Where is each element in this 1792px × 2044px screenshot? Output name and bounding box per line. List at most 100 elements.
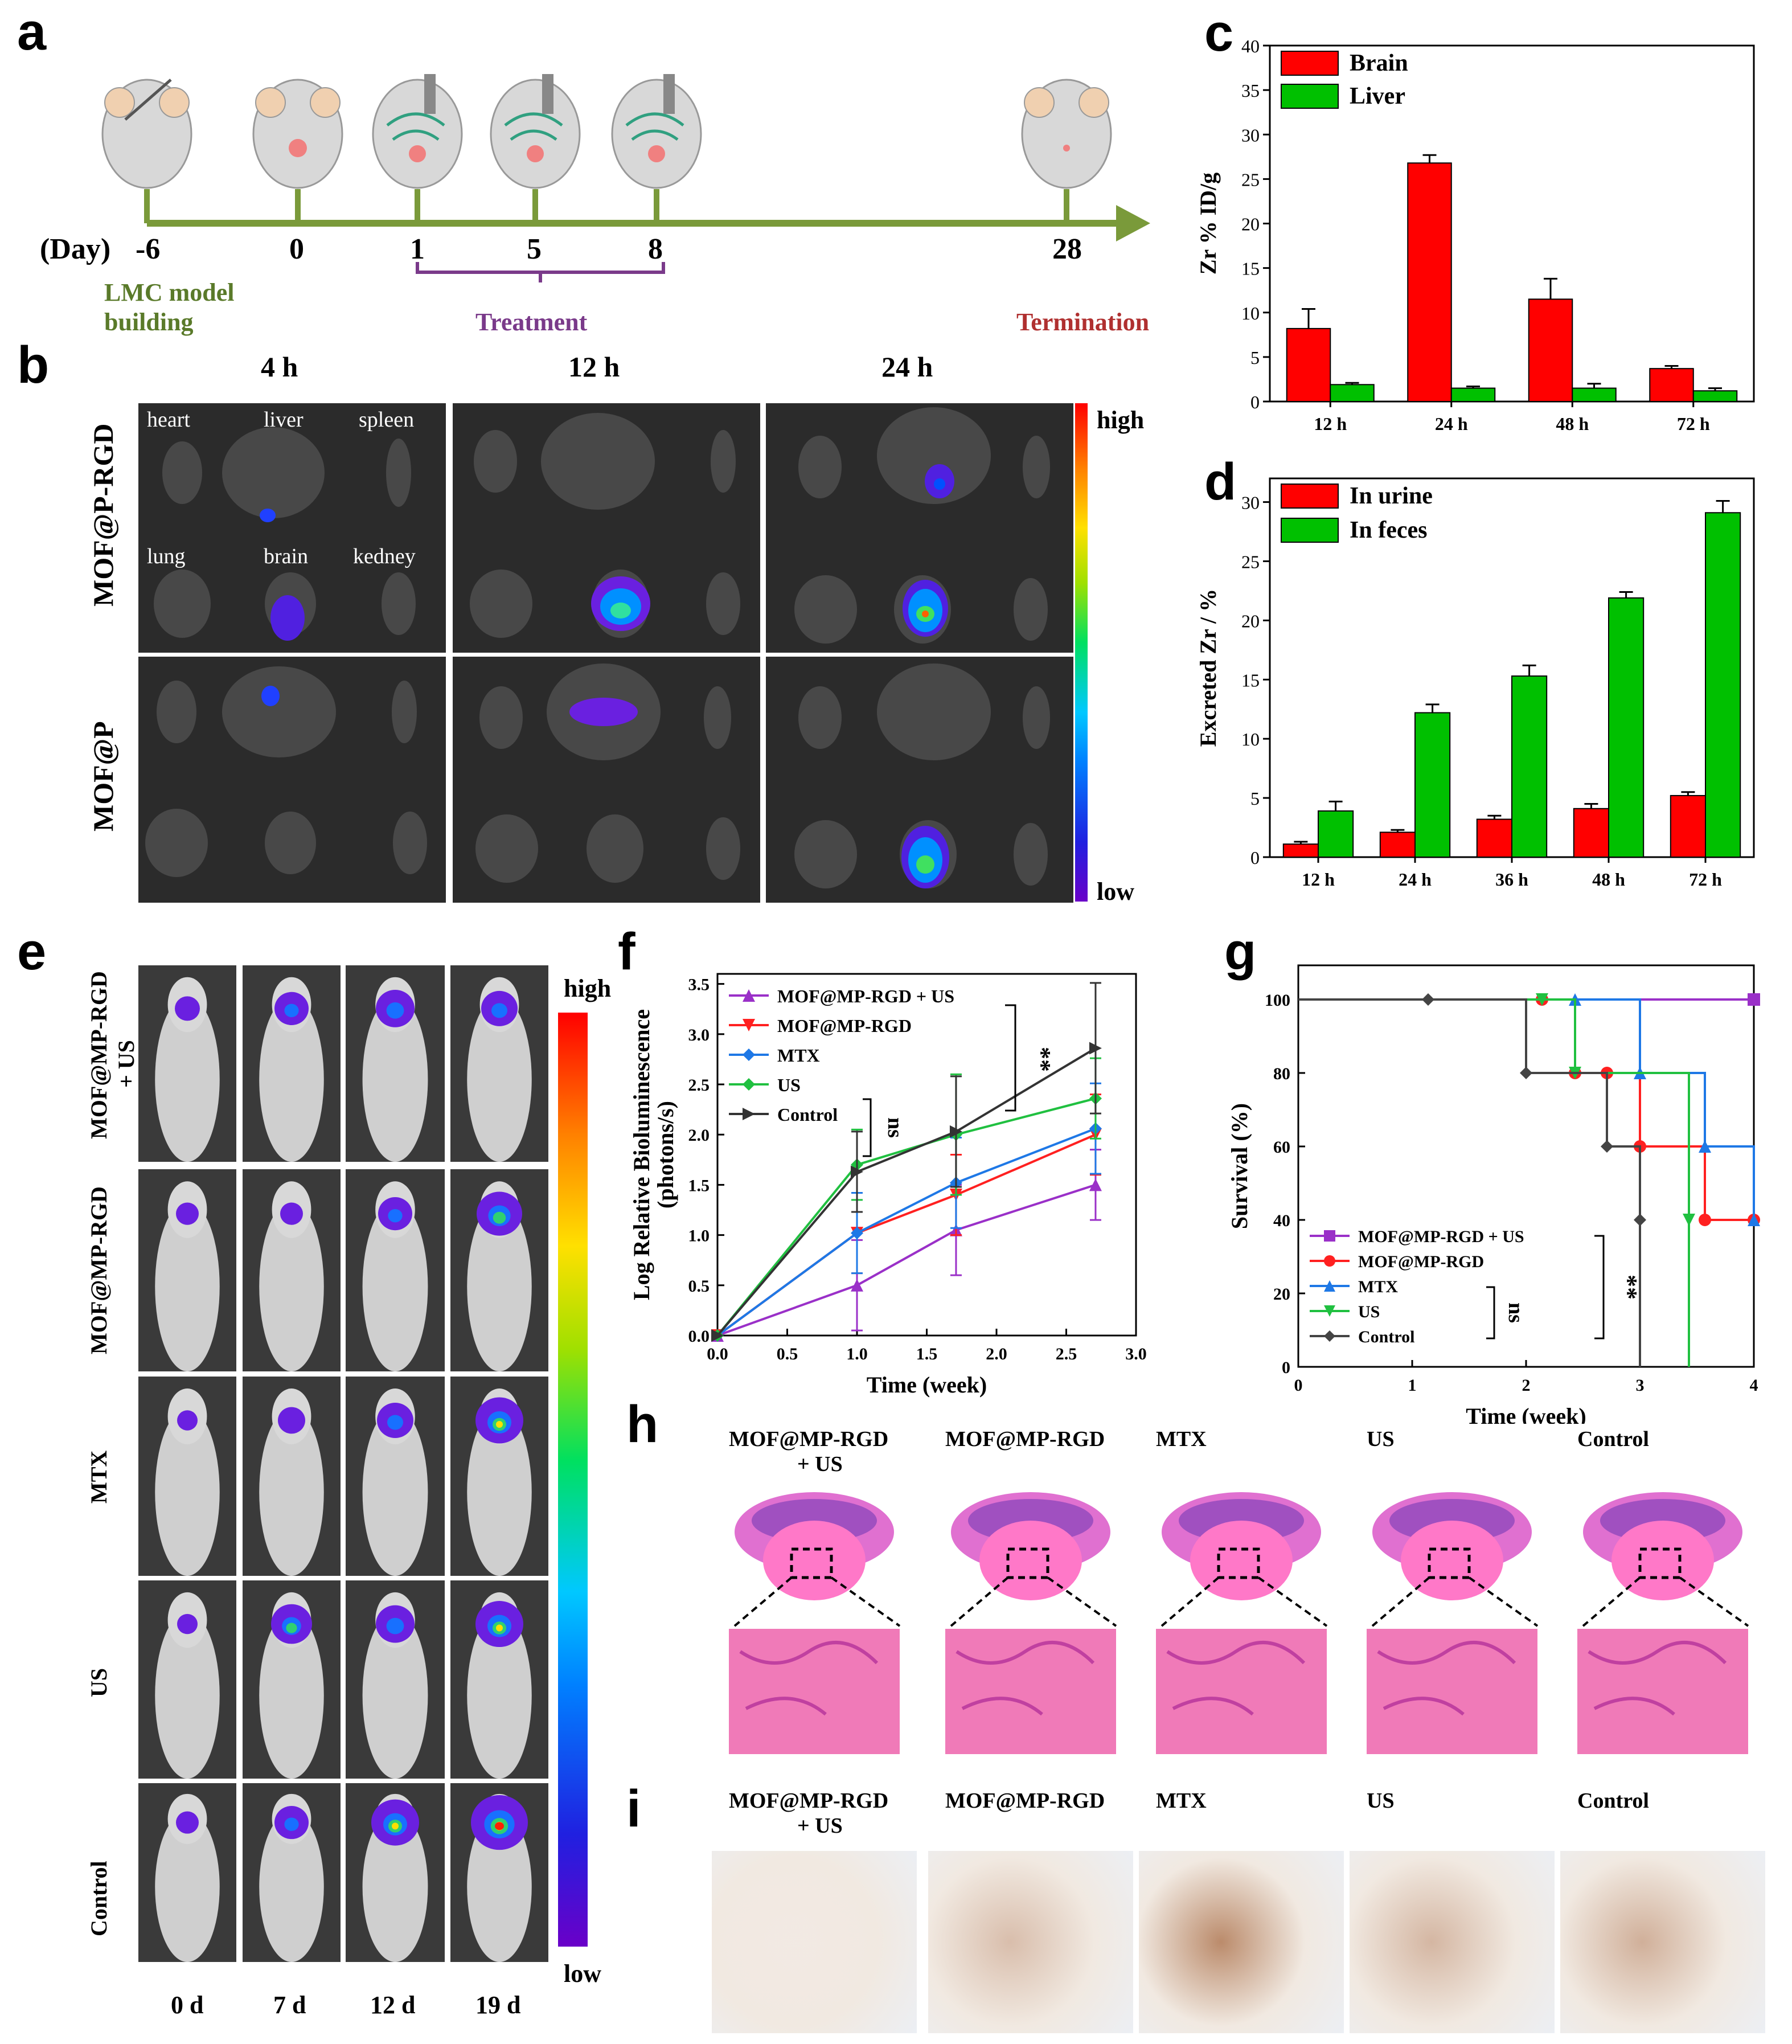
error-bar — [1425, 703, 1440, 713]
bar-in-urine — [1670, 794, 1706, 858]
day-tick: 0 — [289, 233, 304, 265]
day-tick: -6 — [136, 233, 161, 265]
time-label: 12 h — [568, 351, 620, 383]
scale-high-label: high — [564, 974, 612, 1002]
bar-brain — [1286, 327, 1331, 402]
series-line — [716, 1047, 1096, 1337]
mouse-image — [243, 1377, 341, 1576]
mouse-image — [346, 965, 445, 1162]
data-point — [1699, 1214, 1711, 1226]
organ-label: lung — [147, 544, 186, 568]
ihc-section — [1139, 1851, 1344, 2033]
data-point — [1748, 1214, 1760, 1226]
time-label: 4 h — [261, 351, 298, 383]
error-bar — [1619, 591, 1633, 598]
mouse-icon — [252, 79, 343, 189]
data-point — [1748, 993, 1760, 1006]
he-section — [729, 1492, 901, 1754]
survival-curve — [1298, 998, 1641, 1367]
tick-label: 20 — [1241, 611, 1260, 631]
error-bar — [1328, 800, 1343, 811]
day-label: 19 d — [475, 1991, 521, 2019]
panel-label-c: c — [1204, 4, 1234, 62]
mouse-image — [346, 1377, 445, 1576]
mouse-image — [346, 1783, 445, 1962]
error-bar — [1345, 382, 1359, 385]
error-bar — [1302, 308, 1315, 329]
legend-label: Control — [1358, 1328, 1414, 1346]
legend-label: MOF@MP-RGD + US — [1358, 1227, 1524, 1246]
tick-label: 15 — [1241, 670, 1260, 690]
group-label: MOF@MP-RGD — [945, 1427, 1105, 1451]
tick-label: 100 — [1265, 991, 1290, 1010]
legend-swatch — [1281, 84, 1339, 109]
legend-swatch — [1281, 484, 1339, 509]
row-label: MOF@MP-RGD — [86, 1186, 112, 1354]
mouse-icon — [490, 74, 581, 189]
error-bar — [1422, 154, 1437, 163]
day-tick: 8 — [648, 233, 663, 265]
x-axis-label: Time (week) — [1466, 1403, 1586, 1424]
mouse-image — [243, 1783, 341, 1962]
tick-label: 1.5 — [688, 1176, 710, 1195]
data-point — [743, 1108, 755, 1120]
significance-label: ** — [1614, 1275, 1642, 1300]
ihc-section — [712, 1851, 917, 2033]
significance-label: ns — [883, 1117, 907, 1138]
series-line — [716, 1133, 1096, 1337]
tick-label: 72 h — [1677, 413, 1710, 434]
error-bar — [1391, 829, 1405, 833]
tick-label: 48 h — [1592, 869, 1625, 890]
panel-label-g: g — [1224, 923, 1257, 981]
bar-liver — [1450, 387, 1496, 402]
data-point — [1324, 1280, 1335, 1292]
legend-label: In urine — [1350, 483, 1433, 509]
tick-label: 80 — [1273, 1064, 1290, 1083]
day-tick: 28 — [1052, 233, 1082, 265]
series-line — [716, 1097, 1096, 1337]
tick-label: 48 h — [1556, 413, 1589, 434]
tick-label: 1.5 — [916, 1345, 938, 1363]
organ-label: liver — [264, 408, 304, 432]
tick-label: 35 — [1241, 80, 1260, 101]
he-section — [1156, 1492, 1328, 1754]
data-point — [1089, 1042, 1102, 1055]
group-label: US — [1367, 1427, 1395, 1451]
tick-label: 10 — [1241, 303, 1260, 323]
data-point — [1683, 1214, 1695, 1226]
row-label: + US — [113, 1040, 139, 1088]
ihc-section — [928, 1851, 1133, 2033]
bar-in-urine — [1282, 843, 1319, 858]
group-label: + US — [797, 1452, 843, 1476]
legend-swatch — [1281, 518, 1339, 543]
tick-label: 0 — [1294, 1376, 1303, 1395]
model-label: building — [104, 308, 194, 336]
tick-label: 0.0 — [688, 1327, 710, 1346]
data-point — [1634, 1214, 1646, 1226]
bar-liver — [1572, 387, 1617, 402]
mouse-image — [346, 1580, 445, 1779]
tick-label: 2.5 — [688, 1076, 710, 1095]
scale-low-label: low — [564, 1960, 601, 1988]
legend-label: MOF@MP-RGD + US — [777, 986, 954, 1006]
row-label: Control — [86, 1861, 112, 1936]
day-label: (Day) — [40, 233, 111, 265]
legend-label: MTX — [777, 1045, 820, 1066]
bar-in-feces — [1414, 712, 1451, 858]
mouse-image — [450, 965, 548, 1162]
data-point — [851, 1227, 863, 1240]
data-point — [743, 1019, 755, 1031]
tick-label: 0 — [1250, 847, 1260, 868]
tick-label: 2 — [1522, 1376, 1531, 1395]
tick-label: 12 h — [1314, 413, 1347, 434]
error-bar — [1544, 277, 1557, 300]
mouse-icon — [372, 74, 463, 189]
data-point — [1699, 1140, 1711, 1153]
tick-label: 1 — [1408, 1376, 1417, 1395]
data-point — [743, 989, 755, 1002]
ihc-section — [1350, 1851, 1555, 2033]
organ-label: heart — [147, 408, 190, 432]
tick-label: 72 h — [1689, 869, 1722, 890]
row-label: MTX — [86, 1450, 112, 1504]
model-label: LMC model — [104, 278, 235, 306]
